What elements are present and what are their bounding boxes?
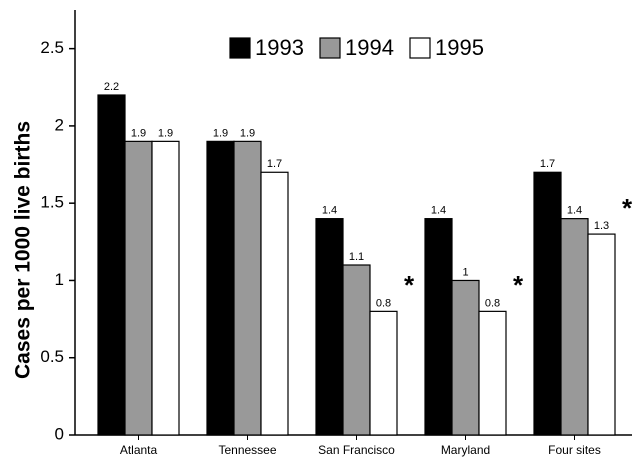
x-tick-label: Maryland (441, 443, 490, 457)
value-label: 1.7 (540, 158, 555, 170)
bar (533, 171, 562, 436)
bar (478, 310, 507, 436)
y-tick-label: 2.5 (40, 38, 64, 57)
value-label: 1.7 (267, 158, 282, 170)
legend-swatch (319, 37, 341, 59)
bar (151, 140, 180, 436)
x-tick-label: Four sites (548, 443, 601, 457)
bar (124, 140, 153, 436)
bar (206, 140, 235, 436)
legend-label: 1993 (255, 35, 304, 60)
bar (315, 218, 344, 436)
annotation: * (404, 270, 415, 300)
bar (424, 218, 453, 436)
y-tick-label: 1 (55, 270, 64, 289)
bar (233, 140, 262, 436)
legend-label: 1994 (345, 35, 394, 60)
y-tick-label: 1.5 (40, 193, 64, 212)
bar (560, 218, 589, 436)
value-label: 1 (462, 266, 468, 278)
bar (97, 94, 126, 436)
y-tick-label: 2 (55, 115, 64, 134)
bar (369, 310, 398, 436)
bar (260, 171, 289, 436)
value-label: 1.4 (322, 205, 337, 217)
legend-label: 1995 (435, 35, 484, 60)
value-label: 1.9 (240, 127, 255, 139)
x-tick-label: San Francisco (318, 443, 395, 457)
x-tick-label: Atlanta (120, 443, 158, 457)
value-label: 1.4 (567, 205, 582, 217)
y-tick-label: 0 (55, 424, 64, 443)
value-label: 0.8 (376, 297, 391, 309)
bar (342, 264, 371, 436)
x-tick-label: Tennessee (218, 443, 276, 457)
value-label: 1.9 (158, 127, 173, 139)
y-axis-label: Cases per 1000 live births (12, 121, 35, 379)
y-tick-label: 0.5 (40, 347, 64, 366)
annotation: * (513, 270, 524, 300)
legend-swatch (229, 37, 251, 59)
bar (587, 233, 616, 436)
value-label: 0.8 (485, 297, 500, 309)
value-label: 1.4 (431, 205, 446, 217)
value-label: 1.3 (594, 220, 609, 232)
annotation: * (622, 193, 633, 223)
value-label: 1.9 (131, 127, 146, 139)
value-label: 2.2 (104, 81, 119, 93)
legend-swatch (409, 37, 431, 59)
value-label: 1.9 (213, 127, 228, 139)
value-label: 1.1 (349, 251, 364, 263)
bar (451, 279, 480, 436)
